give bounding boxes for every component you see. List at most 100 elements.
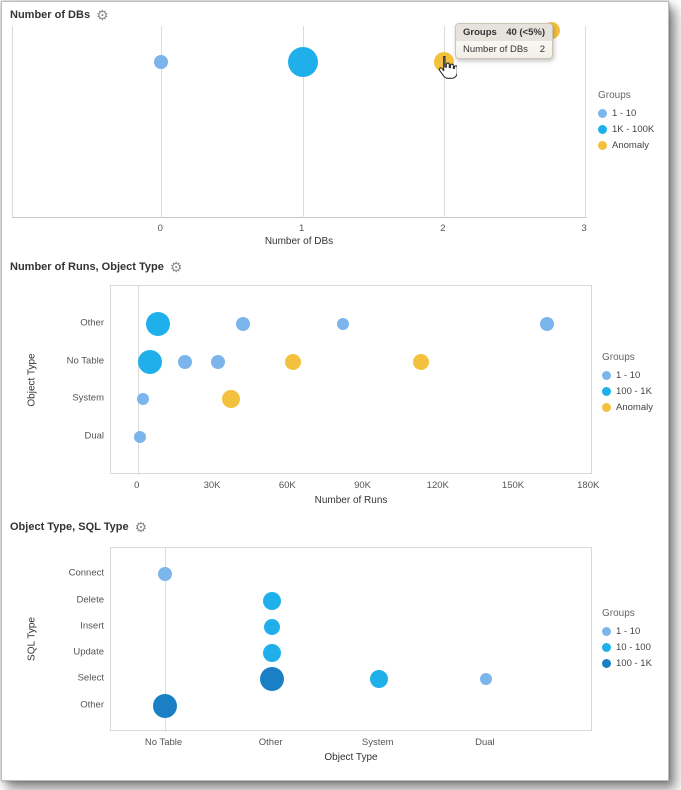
cursor-hand-icon — [438, 56, 457, 79]
legend-title: Groups — [598, 90, 631, 101]
bubble-point[interactable] — [262, 644, 281, 663]
bubble-point[interactable] — [134, 431, 147, 444]
legend-marker-icon — [602, 403, 611, 412]
bubble-point[interactable] — [285, 353, 302, 370]
gridline-vertical — [443, 26, 445, 218]
legend-item[interactable]: Anomaly — [598, 140, 654, 151]
bubble-point[interactable] — [154, 55, 169, 69]
chart-section-number-of-runs: Number of Runs, Object Type ⚙ Object Typ… — [2, 254, 670, 514]
y-category-label: Connect — [68, 567, 104, 579]
bubble-point[interactable] — [337, 317, 350, 330]
chart-title-text: Object Type, SQL Type — [10, 521, 129, 533]
legend-label: 100 - 1K — [616, 386, 652, 397]
x-tick-label: 150K — [501, 480, 525, 491]
legend-marker-icon — [598, 109, 607, 118]
legend-marker-icon — [602, 659, 611, 668]
legend-item[interactable]: 1K - 100K — [598, 124, 654, 135]
tooltip-row: Number of DBs 2 — [456, 41, 552, 58]
chart-section-number-of-dbs: Number of DBs ⚙ Number of DBs Groups 1 -… — [2, 2, 670, 254]
legend-item[interactable]: 1 - 10 — [602, 370, 653, 381]
bubble-point[interactable] — [221, 390, 240, 409]
legend-label: 1 - 10 — [616, 626, 641, 637]
bubble-point[interactable] — [287, 47, 318, 77]
settings-gear-icon[interactable]: ⚙ — [96, 7, 109, 23]
x-tick-label: 1 — [298, 223, 305, 234]
x-axis-title: Number of Runs — [314, 495, 388, 506]
tooltip-row-label: Number of DBs — [463, 44, 528, 55]
bubble-point[interactable] — [263, 618, 280, 635]
gridline-vertical — [302, 26, 304, 218]
legend-item[interactable]: 1 - 10 — [598, 108, 654, 119]
legend: Groups 1 - 10 10 - 100 100 - 1K — [602, 608, 652, 674]
chart-title-text: Number of DBs — [10, 9, 91, 21]
bubble-point[interactable] — [539, 316, 554, 331]
legend-item[interactable]: 1 - 10 — [602, 626, 652, 637]
gridline-vertical — [585, 26, 587, 218]
tooltip-header: Groups 40 (<5%) — [456, 24, 552, 41]
legend: Groups 1 - 10 1K - 100K Anomaly — [598, 90, 654, 156]
legend-marker-icon — [598, 141, 607, 150]
legend-label: 100 - 1K — [616, 658, 652, 669]
legend-label: 1K - 100K — [612, 124, 655, 135]
tooltip-header-value: 40 (<5%) — [506, 27, 545, 38]
y-category-label: Delete — [76, 594, 104, 606]
gridline-vertical — [164, 548, 166, 732]
legend-item[interactable]: Anomaly — [602, 402, 653, 413]
settings-gear-icon[interactable]: ⚙ — [134, 519, 148, 535]
tooltip: Groups 40 (<5%) Number of DBs 2 — [455, 23, 553, 59]
bubble-point[interactable] — [136, 393, 149, 406]
legend-item[interactable]: 10 - 100 — [602, 642, 652, 653]
legend-label: Anomaly — [616, 402, 653, 413]
bubble-point[interactable] — [178, 354, 193, 369]
bubble-point[interactable] — [369, 670, 388, 689]
legend-label: Anomaly — [612, 140, 649, 151]
legend-item[interactable]: 100 - 1K — [602, 658, 652, 669]
x-category-label: Dual — [475, 737, 495, 748]
x-axis-title: Number of DBs — [264, 236, 334, 247]
bubble-point[interactable] — [145, 311, 170, 336]
settings-gear-icon[interactable]: ⚙ — [169, 259, 183, 275]
bubble-point[interactable] — [236, 316, 251, 331]
legend-label: 1 - 10 — [616, 370, 641, 381]
x-tick-label: 180K — [577, 480, 600, 491]
bubble-point[interactable] — [157, 567, 172, 582]
chart-section-sql-type: Object Type, SQL Type ⚙ SQL Type Object … — [2, 514, 670, 780]
bubble-point[interactable] — [138, 349, 163, 374]
legend-title: Groups — [602, 352, 635, 363]
x-tick-label: 60K — [278, 480, 296, 491]
legend-title: Groups — [602, 608, 635, 619]
x-tick-label: 0 — [134, 480, 140, 491]
x-axis-title: Object Type — [324, 752, 378, 763]
gridline-vertical — [137, 286, 139, 475]
x-tick-label: 2 — [440, 223, 446, 234]
bubble-point[interactable] — [152, 693, 177, 718]
dashboard-panel: Number of DBs ⚙ Number of DBs Groups 1 -… — [1, 1, 669, 781]
chart-title: Object Type, SQL Type ⚙ — [10, 520, 147, 534]
legend-marker-icon — [602, 387, 611, 396]
y-category-label: Insert — [80, 620, 104, 632]
bubble-point[interactable] — [479, 673, 492, 686]
tooltip-row-value: 2 — [539, 44, 545, 55]
chart-title: Number of DBs ⚙ — [10, 8, 109, 22]
legend-marker-icon — [598, 125, 607, 134]
tooltip-header-label: Groups — [463, 27, 497, 38]
y-category-label: Select — [77, 672, 104, 684]
bubble-point[interactable] — [262, 591, 281, 610]
bubble-point[interactable] — [259, 667, 284, 692]
x-tick-label: 120K — [426, 480, 449, 491]
y-category-label: No Table — [66, 355, 104, 367]
legend-marker-icon — [602, 643, 611, 652]
legend-item[interactable]: 100 - 1K — [602, 386, 653, 397]
bubble-point[interactable] — [413, 353, 430, 370]
y-category-label: Other — [80, 699, 104, 711]
x-category-label: System — [361, 737, 394, 748]
bubble-point[interactable] — [211, 354, 226, 369]
chart-title-text: Number of Runs, Object Type — [10, 261, 164, 273]
plot-area — [110, 285, 592, 475]
y-category-label: System — [72, 392, 104, 404]
gridline-vertical — [161, 26, 163, 218]
plot-area — [110, 547, 592, 732]
y-category-label: Update — [73, 646, 104, 658]
chart-title: Number of Runs, Object Type ⚙ — [10, 260, 182, 274]
y-category-label: Other — [80, 317, 104, 329]
